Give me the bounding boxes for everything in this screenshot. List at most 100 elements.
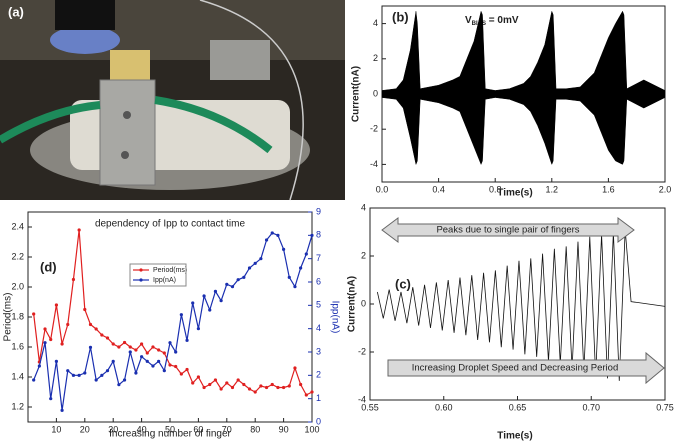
point — [253, 390, 257, 394]
arrows: Peaks due to single pair of fingers Incr… — [381, 217, 665, 385]
point — [54, 303, 59, 307]
x-axis-label: Increasing number of finger — [109, 429, 231, 440]
point — [105, 369, 110, 373]
point — [32, 312, 36, 316]
point — [43, 341, 47, 345]
point — [88, 345, 93, 349]
point — [54, 359, 59, 363]
photo-wall — [0, 0, 345, 60]
y-tick-label: 2 — [361, 250, 366, 260]
point — [151, 345, 155, 349]
point — [168, 363, 172, 367]
point — [60, 342, 64, 346]
y2-tick-label: 7 — [316, 253, 321, 263]
point — [196, 375, 200, 379]
point — [77, 373, 81, 377]
point — [145, 359, 149, 363]
point — [66, 369, 70, 373]
legend-box — [129, 263, 187, 287]
point — [276, 233, 280, 237]
point — [162, 369, 166, 373]
point — [276, 385, 280, 390]
photo-clip — [0, 101, 101, 144]
x-tick-label: 2.0 — [659, 184, 672, 194]
point — [88, 322, 93, 327]
point — [225, 381, 229, 385]
point — [270, 231, 274, 235]
point — [247, 387, 252, 391]
x-tick-label: 0.0 — [376, 184, 389, 194]
point — [196, 327, 200, 331]
point — [122, 378, 127, 382]
y2-axis-label: Ipp(nA) — [329, 301, 340, 334]
y-tick-label: 1.6 — [11, 341, 24, 351]
y-tick-label: -2 — [370, 124, 378, 134]
plot-frame — [27, 211, 313, 423]
x-tick-label: 0.8 — [489, 184, 502, 194]
point — [304, 393, 308, 397]
point — [122, 340, 127, 345]
point — [299, 266, 303, 270]
legend-label: Ipp(nA) — [153, 277, 176, 284]
x-tick-label: 0.70 — [582, 402, 600, 412]
point — [293, 366, 297, 370]
y-tick-label: -4 — [358, 394, 366, 404]
annotation: VBIAS = 0mV — [465, 15, 519, 27]
annotation-part: = 0mV — [486, 15, 519, 26]
y-axis-label: Current(nA) — [351, 66, 362, 122]
x-tick-label: 0.75 — [656, 402, 674, 412]
y-tick-label: 0 — [373, 88, 378, 98]
point — [185, 338, 189, 342]
point — [71, 277, 76, 282]
point — [157, 359, 161, 363]
chart-title: dependency of Ipp to contact time — [95, 219, 246, 230]
y2-tick-label: 5 — [316, 300, 321, 310]
right-arrow — [387, 351, 665, 385]
point — [60, 408, 64, 412]
y2-tick-label: 6 — [316, 276, 321, 286]
x-tick-label: 50 — [165, 424, 175, 434]
point — [83, 371, 87, 375]
y-tick-label: 2.0 — [11, 281, 24, 291]
x-tick-label: 10 — [51, 424, 61, 434]
x-tick-label: 100 — [304, 424, 319, 434]
point — [282, 247, 286, 251]
y2-tick-label: 9 — [316, 206, 321, 216]
photo-clip — [154, 96, 273, 154]
point — [179, 313, 183, 317]
point — [230, 285, 235, 289]
photo-panel: (a) — [0, 0, 345, 201]
point — [145, 351, 149, 355]
point — [157, 348, 161, 352]
point — [310, 233, 314, 237]
y-tick-label: 2.2 — [11, 251, 24, 261]
photo-tape — [110, 50, 150, 85]
point — [247, 266, 252, 270]
point — [140, 355, 144, 359]
point — [94, 327, 98, 331]
signal-line — [376, 229, 666, 381]
y-tick-label: -4 — [370, 159, 378, 169]
point — [168, 341, 172, 345]
series-line — [33, 229, 313, 396]
y-tick-label: 1.4 — [11, 371, 24, 381]
point — [134, 348, 138, 352]
double-arrow — [381, 217, 635, 243]
point — [253, 261, 257, 265]
point — [179, 372, 183, 376]
point — [191, 381, 195, 385]
x-tick-label: 0.65 — [509, 402, 527, 412]
x-tick-label: 90 — [279, 424, 289, 434]
legend-marker — [139, 268, 143, 272]
y2-tick-label: 0 — [316, 416, 321, 426]
x-axis-label: Time(s) — [497, 188, 532, 199]
point — [259, 257, 263, 261]
annotation: Peaks due to single pair of fingers — [436, 225, 579, 236]
point — [83, 307, 87, 312]
panel-label: (b) — [392, 9, 409, 24]
x-tick-label: 70 — [222, 424, 232, 434]
point — [111, 342, 115, 346]
photo-electrode — [99, 79, 156, 186]
photo-light — [50, 26, 120, 54]
point — [105, 336, 110, 340]
